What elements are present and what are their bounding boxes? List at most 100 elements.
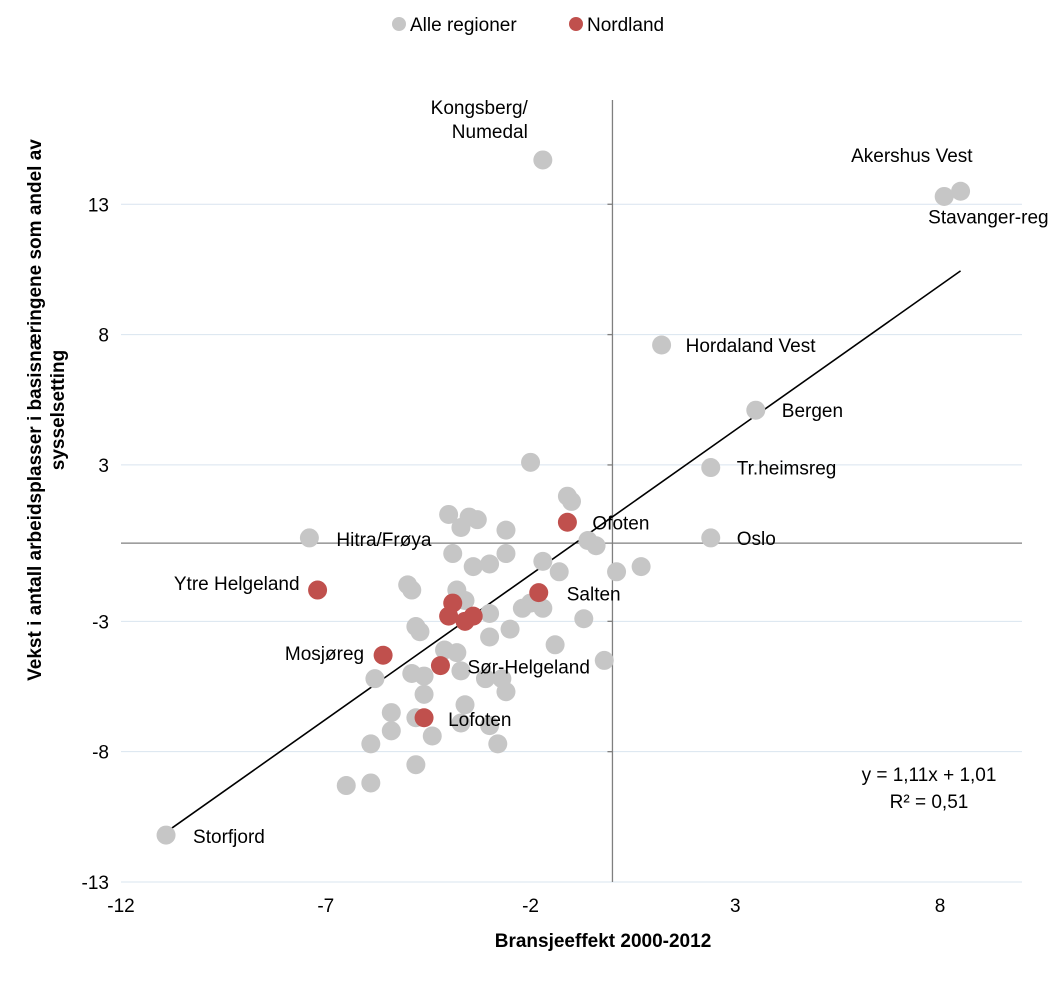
point-label-lofoten: Lofoten bbox=[448, 710, 511, 731]
point-alle-regioner bbox=[406, 755, 426, 775]
point-alle-regioner bbox=[480, 554, 500, 574]
point-label-hordaland-vest: Hordaland Vest bbox=[686, 336, 817, 357]
point-alle-regioner bbox=[496, 682, 516, 702]
point-alle-regioner bbox=[496, 544, 516, 564]
trendline-annotation: y = 1,11x + 1,01 R² = 0,51 bbox=[862, 765, 997, 813]
point-alle-regioner bbox=[545, 635, 565, 655]
point-label-tr-heimsreg: Tr.heimsreg bbox=[737, 459, 837, 480]
point-alle-regioner bbox=[631, 557, 651, 577]
tick-labels: -13 -8 -3 3 8 13 -12 -7 -2 3 8 bbox=[82, 195, 946, 917]
legend-label-nordland: Nordland bbox=[587, 15, 664, 36]
point-alle-regioner bbox=[381, 703, 401, 723]
legend-marker-nordland bbox=[569, 17, 583, 31]
point-alle-regioner bbox=[512, 598, 532, 618]
y-tick-label: -13 bbox=[82, 873, 109, 894]
point-alle-regioner bbox=[361, 734, 381, 754]
point-nordland bbox=[373, 645, 393, 665]
gridlines bbox=[121, 203, 1022, 883]
x-axis-title: Bransjeeffekt 2000-2012 bbox=[495, 931, 712, 952]
point-alle-regioner bbox=[410, 622, 430, 642]
point-label-oslo: Oslo bbox=[737, 529, 776, 550]
point-label-mosj-reg: Mosjøreg bbox=[285, 644, 364, 665]
trendline-r-squared: R² = 0,51 bbox=[890, 792, 969, 813]
point-label-ofoten: Ofoten bbox=[592, 513, 649, 534]
point-alle-regioner bbox=[422, 726, 442, 746]
trendline-line bbox=[165, 270, 962, 833]
point-alle-regioner bbox=[414, 684, 434, 704]
point-alle-regioner bbox=[451, 661, 471, 681]
point-alle-regioner bbox=[574, 609, 594, 629]
point-alle-regioner bbox=[480, 627, 500, 647]
point-alle-regioner bbox=[488, 734, 508, 754]
point-alle-regioner bbox=[701, 458, 721, 478]
point-alle-regioner bbox=[607, 562, 627, 582]
point-nordland bbox=[455, 611, 475, 631]
point-alle-regioner bbox=[467, 510, 487, 530]
y-tick-label: -8 bbox=[92, 743, 109, 764]
y-tick-label: 8 bbox=[98, 326, 109, 347]
point-label-bergen: Bergen bbox=[782, 401, 843, 422]
axes bbox=[121, 100, 1022, 882]
point-alle-regioner bbox=[533, 551, 553, 571]
point-alle-regioner bbox=[934, 186, 954, 206]
x-tick-label: -2 bbox=[522, 896, 539, 917]
point-nordland bbox=[430, 656, 450, 676]
legend: Alle regioner Nordland bbox=[392, 15, 664, 36]
point-alle-regioner bbox=[496, 520, 516, 540]
point-alle-regioner bbox=[746, 400, 766, 420]
y-axis-title: Vekst i antall arbeidsplasser i basisnær… bbox=[25, 139, 69, 681]
point-alle-regioner bbox=[463, 557, 483, 577]
point-labels: Kongsberg/Numedal Akershus Vest Stavanger-… bbox=[174, 98, 1049, 848]
point-alle-regioner bbox=[439, 504, 459, 524]
point-alle-regioner bbox=[336, 776, 356, 796]
point-label-s-r-helgeland: Sør-Helgeland bbox=[467, 658, 589, 679]
y-tick-label: 3 bbox=[98, 456, 109, 477]
point-alle-regioner bbox=[443, 544, 463, 564]
y-tick-label: -3 bbox=[92, 612, 109, 633]
point-alle-regioner bbox=[447, 643, 467, 663]
point-alle-regioner bbox=[533, 598, 553, 618]
point-alle-regioner bbox=[451, 713, 471, 733]
point-alle-regioner bbox=[951, 181, 971, 201]
point-alle-regioner bbox=[480, 716, 500, 736]
legend-label-alle-regioner: Alle regioner bbox=[410, 15, 517, 36]
point-alle-regioner bbox=[475, 669, 495, 689]
trendline-equation: y = 1,11x + 1,01 bbox=[862, 765, 997, 786]
point-label-kongsberg-numedal: Kongsberg/Numedal bbox=[431, 98, 529, 143]
point-alle-regioner bbox=[156, 825, 176, 845]
point-label-storfjord: Storfjord bbox=[193, 827, 265, 848]
trendline bbox=[165, 270, 962, 833]
point-label-akershus-vest: Akershus Vest bbox=[851, 146, 973, 167]
point-alle-regioner bbox=[701, 528, 721, 548]
point-alle-regioner bbox=[381, 721, 401, 741]
point-nordland bbox=[557, 512, 577, 532]
point-alle-regioner bbox=[299, 528, 319, 548]
point-label-stavanger-reg: Stavanger-reg bbox=[928, 207, 1048, 228]
point-nordland bbox=[529, 583, 549, 603]
point-label-hitra-fr-ya: Hitra/Frøya bbox=[336, 530, 431, 551]
point-alle-regioner bbox=[549, 562, 569, 582]
x-tick-label: 3 bbox=[730, 896, 741, 917]
point-alle-regioner bbox=[414, 666, 434, 686]
y-axis-title-line-2: sysselsetting bbox=[48, 350, 69, 470]
legend-marker-alle-regioner bbox=[392, 17, 406, 31]
point-nordland bbox=[439, 606, 459, 626]
x-tick-label: 8 bbox=[935, 896, 946, 917]
point-label-salten: Salten bbox=[567, 585, 621, 606]
point-label-ytre-helgeland: Ytre Helgeland bbox=[174, 574, 300, 595]
point-alle-regioner bbox=[562, 491, 581, 511]
point-alle-regioner bbox=[402, 580, 422, 600]
y-tick-label: 13 bbox=[88, 195, 109, 216]
point-nordland bbox=[308, 580, 328, 600]
x-tick-label: -12 bbox=[107, 896, 134, 917]
point-alle-regioner bbox=[365, 669, 385, 689]
point-alle-regioner bbox=[500, 619, 520, 639]
x-tick-label: -7 bbox=[317, 896, 334, 917]
data-points bbox=[156, 150, 971, 845]
point-alle-regioner bbox=[586, 536, 606, 556]
point-alle-regioner bbox=[480, 604, 500, 624]
point-alle-regioner bbox=[455, 695, 475, 715]
point-alle-regioner bbox=[652, 335, 672, 355]
